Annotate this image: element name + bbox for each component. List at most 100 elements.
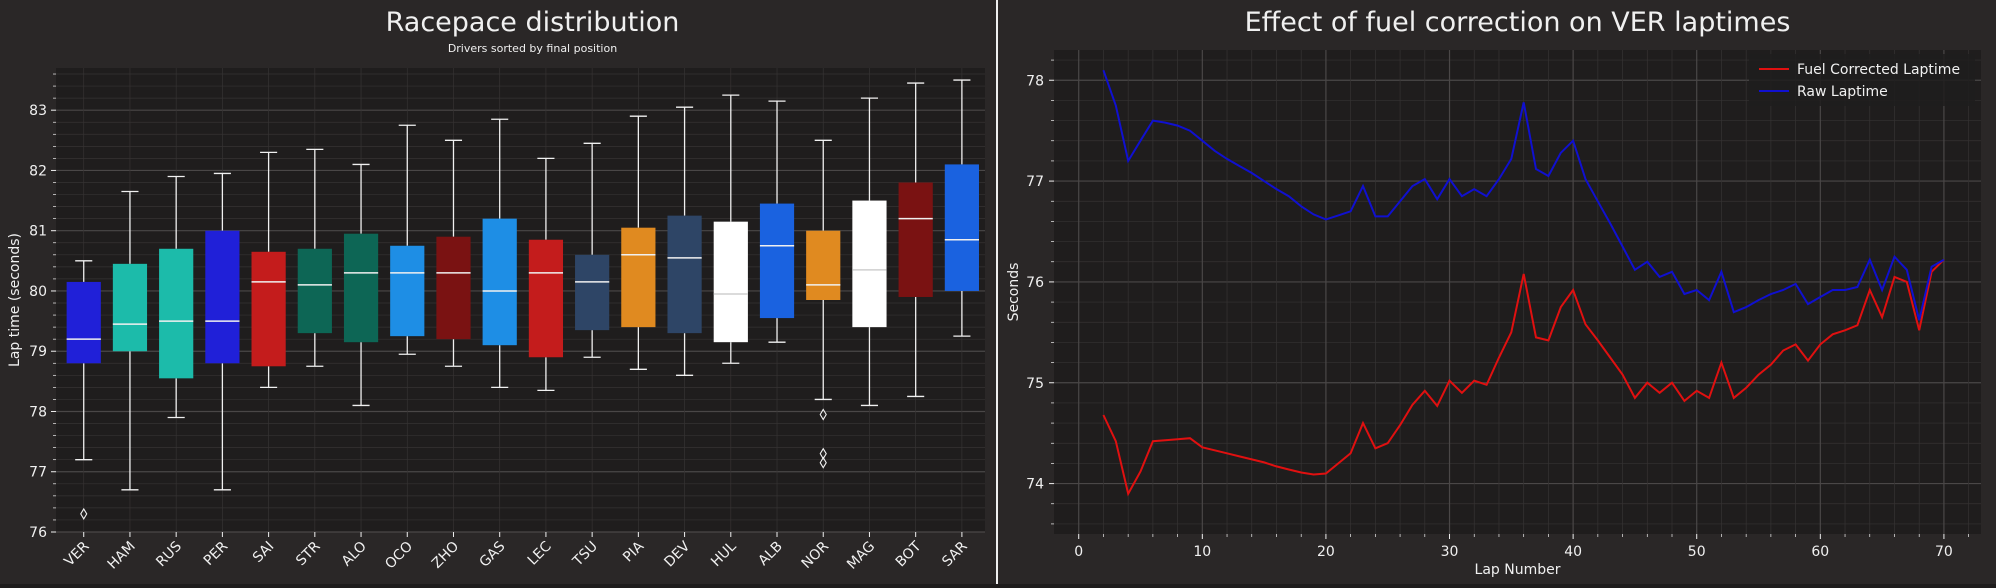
x-tick-label: 50: [1688, 544, 1706, 560]
racepace-title: Racepace distribution: [386, 7, 680, 38]
x-tick-label: 60: [1811, 544, 1829, 560]
y-tick-label: 78: [29, 404, 47, 420]
panel-divider: [996, 0, 998, 584]
box-sar: [944, 79, 979, 337]
iqr-box: [159, 248, 194, 379]
fuel-x-axis-label: Lap Number: [1475, 562, 1561, 578]
iqr-box: [621, 227, 656, 328]
iqr-box: [390, 245, 425, 337]
box-nor: [806, 139, 841, 469]
racepace-subtitle: Drivers sorted by final position: [448, 42, 617, 55]
y-tick-label: 75: [1026, 376, 1044, 392]
box-ver: [66, 260, 101, 520]
legend-box: [1749, 54, 1975, 106]
x-tick-label-gas: GAS: [476, 538, 508, 570]
iqr-box: [297, 248, 332, 334]
fuel-correction-panel: 74 75 76 77 78 0 10 20 30 40 50 60 70 Fuel Correcte…: [998, 0, 1996, 584]
iqr-box: [343, 233, 379, 343]
fuel-corrected-line: [1102, 258, 1945, 497]
y-tick-label: 80: [29, 284, 47, 300]
fuel-y-ticks: 74 75 76 77 78: [1026, 59, 1054, 525]
iqr-box: [482, 218, 517, 346]
box-str: [297, 148, 332, 367]
x-tick-label-mag: MAG: [844, 539, 878, 573]
y-tick-label: 76: [1026, 275, 1044, 291]
racepace-panel: 76 77 78 79 80 81 82 83 VER HAM RUS PER SAI STR ALO OC…: [0, 0, 996, 584]
box-per: [205, 172, 240, 491]
iqr-box: [112, 263, 148, 352]
box-alo: [343, 163, 379, 407]
x-tick-label: 30: [1441, 544, 1459, 560]
iqr-box: [528, 239, 564, 358]
x-tick-label-hul: HUL: [708, 538, 740, 570]
y-tick-label: 77: [1026, 174, 1044, 190]
y-tick-label: 77: [29, 465, 47, 481]
box-zho: [436, 139, 471, 367]
racepace-axes-background: [56, 68, 985, 532]
x-tick-label-bot: BOT: [893, 538, 925, 570]
iqr-box: [575, 254, 610, 331]
x-tick-label-dev: DEV: [661, 538, 693, 570]
iqr-box: [251, 251, 286, 367]
box-ham: [112, 190, 148, 491]
box-rus: [159, 175, 194, 419]
iqr-box: [436, 236, 471, 340]
legend-label-raw: Raw Laptime: [1797, 84, 1888, 100]
box-dev: [667, 106, 702, 376]
x-tick-label: 10: [1193, 544, 1211, 560]
box-bot: [898, 82, 933, 398]
x-tick-label-sai: SAI: [250, 539, 277, 566]
fuel-x-ticks: 0 10 20 30 40 50 60 70: [1074, 534, 1969, 560]
fuel-axes-background: [1054, 50, 1981, 534]
iqr-box: [944, 164, 979, 291]
iqr-box: [713, 221, 748, 343]
outlier-marker: [819, 456, 827, 469]
iqr-box: [898, 182, 933, 297]
fuel-series-lines: [1102, 69, 1945, 497]
y-tick-label: 74: [1026, 477, 1044, 493]
raw-laptime-line: [1102, 69, 1945, 321]
x-tick-label: 70: [1935, 544, 1953, 560]
box-hul: [713, 94, 748, 364]
box-mag: [852, 97, 887, 407]
fuel-title: Effect of fuel correction on VER laptime…: [1245, 7, 1791, 38]
fuel-y-axis-label: Seconds: [1006, 263, 1022, 322]
x-tick-label-pia: PIA: [620, 538, 647, 565]
iqr-box: [806, 230, 841, 300]
x-tick-label-str: STR: [293, 538, 324, 569]
x-tick-label-per: PER: [201, 538, 232, 569]
racepace-boxplot: 76 77 78 79 80 81 82 83 VER HAM RUS PER SAI STR ALO OC…: [7, 7, 985, 573]
y-tick-label: 78: [1026, 73, 1044, 89]
iqr-box: [667, 215, 702, 334]
x-tick-label: 40: [1564, 544, 1582, 560]
fuel-grid: [1054, 50, 1981, 534]
iqr-box: [852, 200, 887, 328]
box-sai: [251, 151, 286, 389]
box-gas: [482, 118, 517, 389]
fuel-legend: Fuel Corrected Laptime Raw Laptime: [1749, 54, 1975, 106]
box-tsu: [575, 142, 610, 358]
box-oco: [390, 124, 425, 355]
iqr-box: [205, 230, 240, 364]
iqr-box: [66, 281, 101, 364]
x-tick-label-nor: NOR: [799, 538, 833, 572]
x-tick-label-tsu: TSU: [569, 539, 601, 571]
x-tick-label-ham: HAM: [105, 539, 139, 573]
y-tick-label: 79: [29, 344, 47, 360]
y-tick-label: 76: [29, 525, 47, 541]
fuel-correction-line-chart: 74 75 76 77 78 0 10 20 30 40 50 60 70 Fuel Correcte…: [1006, 7, 1981, 578]
x-tick-label-zho: ZHO: [429, 539, 462, 572]
racepace-y-ticks: 76 77 78 79 80 81 82 83: [29, 73, 56, 541]
y-tick-label: 82: [29, 163, 47, 179]
box-alb: [759, 100, 795, 343]
racepace-y-axis-label: Lap time (seconds): [7, 233, 23, 367]
legend-label-fuel-corrected: Fuel Corrected Laptime: [1797, 62, 1960, 78]
x-tick-label: 20: [1317, 544, 1335, 560]
x-tick-label-rus: RUS: [153, 538, 185, 570]
x-tick-label-oco: OCO: [382, 539, 416, 573]
outlier-marker: [80, 507, 88, 520]
x-tick-label-sar: SAR: [939, 538, 971, 570]
x-tick-label: 0: [1074, 544, 1083, 560]
x-tick-label-alb: ALB: [755, 539, 785, 569]
